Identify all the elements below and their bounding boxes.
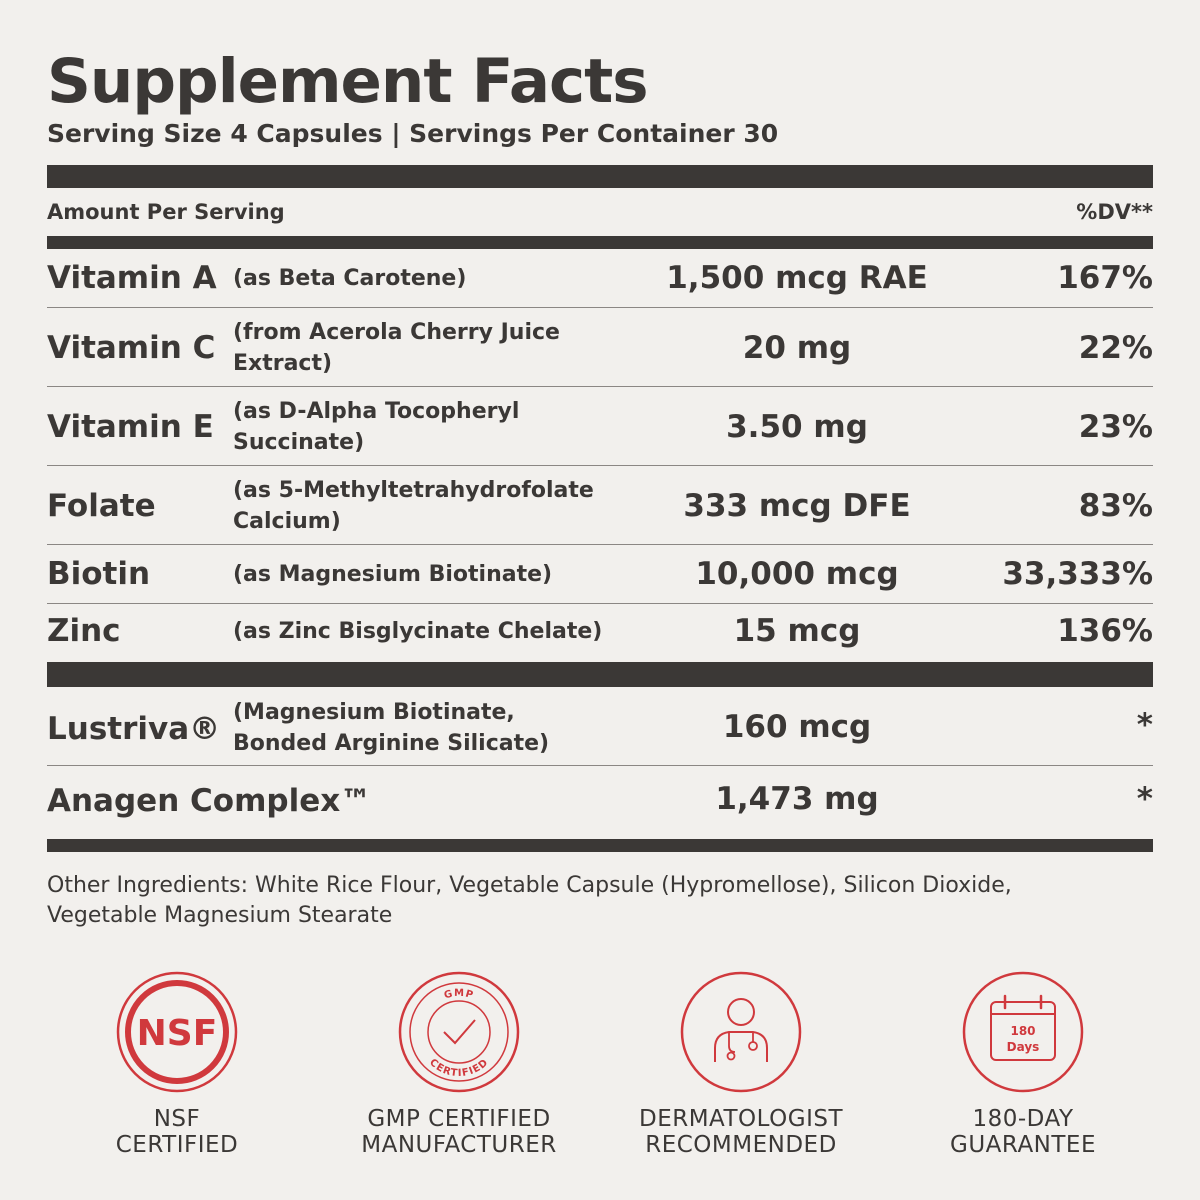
nutrient-dv: 83% [1078,488,1153,524]
row-divider [47,465,1153,466]
medium-divider [47,839,1153,852]
svg-text:GMP: GMP [443,988,475,1001]
badge-gmp: GMP CERTIFIED GMP CERTIFIED MANUFACTURER [339,970,579,1158]
blend-dv: * [1136,707,1153,743]
nutrient-dv: 23% [1078,409,1153,445]
nutrient-amount: 1,500 mcg RAE [666,260,928,296]
nutrient-row-vitamin-a: Vitamin A (as Beta Carotene) 1,500 mcg R… [47,249,1153,307]
nutrient-amount: 20 mg [742,330,852,366]
nutrient-row-vitamin-c: Vitamin C (from Acerola Cherry Juice Ext… [47,308,1153,386]
blend-name: Anagen Complex™ [47,783,372,819]
blend-row-lustriva: Lustriva® (Magnesium Biotinate, Bonded A… [47,687,1153,765]
blend-source: (Magnesium Biotinate, Bonded Arginine Si… [233,700,550,756]
nutrient-source: (as Magnesium Biotinate) [233,562,553,587]
calendar-icon: 180 Days [962,971,1084,1093]
nutrient-source: (as Beta Carotene) [233,266,467,291]
row-divider [47,603,1153,604]
nutrient-source: (as 5-Methyltetrahydrofolate Calcium) [233,478,594,534]
badge-label: GMP CERTIFIED MANUFACTURER [361,1106,557,1158]
row-divider [47,307,1153,308]
nutrient-name: Biotin [47,556,151,592]
nutrient-row-folate: Folate (as 5-Methyltetrahydrofolate Calc… [47,466,1153,544]
calendar-line1: 180 [1010,1024,1035,1038]
thick-divider [47,662,1153,687]
nsf-logo-text: NSF [137,1013,218,1054]
blend-dv: * [1136,781,1153,817]
row-divider [47,386,1153,387]
badge-dermatologist: DERMATOLOGIST RECOMMENDED [621,970,861,1158]
nutrient-name: Zinc [47,613,121,649]
badge-label: DERMATOLOGIST RECOMMENDED [638,1106,844,1158]
nutrient-name: Vitamin A [47,260,217,296]
nutrient-amount: 15 mcg [733,613,861,649]
nutrient-source: (from Acerola Cherry Juice Extract) [233,320,560,376]
nutrient-name: Vitamin C [47,330,216,366]
page-title: Supplement Facts [47,46,649,117]
blend-amount: 1,473 mg [715,781,879,817]
nutrient-dv: 136% [1057,613,1153,649]
calendar-line2: Days [1007,1040,1040,1054]
medium-divider [47,236,1153,249]
blend-row-anagen-complex: Anagen Complex™ 1,473 mg * [47,766,1153,839]
nsf-logo-icon: NSF [116,971,238,1093]
nutrient-dv: 22% [1078,330,1153,366]
nutrient-dv: 33,333% [1002,556,1153,592]
nutrient-row-vitamin-e: Vitamin E (as D-Alpha Tocopheryl Succina… [47,387,1153,465]
badge-label: NSF CERTIFIED [115,1106,239,1158]
row-divider [47,544,1153,545]
nutrient-amount: 3.50 mg [726,409,868,445]
other-ingredients: Other Ingredients: White Rice Flour, Veg… [47,873,1012,928]
amount-per-serving-header: Amount Per Serving [47,200,285,224]
nutrient-source: (as Zinc Bisglycinate Chelate) [233,619,603,644]
nutrient-source: (as D-Alpha Tocopheryl Succinate) [233,399,520,455]
nutrient-name: Vitamin E [47,409,214,445]
serving-info: Serving Size 4 Capsules | Servings Per C… [47,119,779,148]
nutrient-row-zinc: Zinc (as Zinc Bisglycinate Chelate) 15 m… [47,604,1153,662]
badge-nsf: NSF NSF CERTIFIED [57,970,297,1158]
thick-divider [47,165,1153,188]
dermatologist-icon [680,971,802,1093]
dv-header: %DV** [1076,200,1153,224]
badge-guarantee: 180 Days 180-DAY GUARANTEE [903,970,1143,1158]
blend-amount: 160 mcg [722,709,872,745]
gmp-ring-top: GMP [443,988,474,1001]
row-divider [47,765,1153,766]
nutrient-name: Folate [47,488,156,524]
blend-name: Lustriva® [47,711,221,747]
nutrient-amount: 333 mcg DFE [683,488,911,524]
gmp-checkmark-icon: GMP CERTIFIED [398,971,520,1093]
nutrient-amount: 10,000 mcg [695,556,899,592]
nutrient-dv: 167% [1057,260,1153,296]
badge-label: 180-DAY GUARANTEE [950,1106,1096,1158]
nutrient-row-biotin: Biotin (as Magnesium Biotinate) 10,000 m… [47,545,1153,603]
